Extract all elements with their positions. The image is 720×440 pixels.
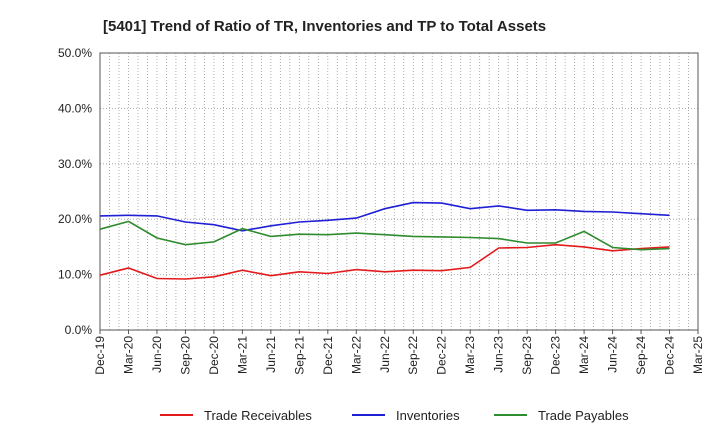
series-line-inventories — [99, 201, 670, 232]
y-tick-label: 50.0% — [58, 46, 92, 60]
x-tick-label: Dec-20 — [207, 336, 221, 375]
x-tick-label: Mar-24 — [577, 336, 591, 374]
plot-border — [99, 52, 699, 331]
x-tick-label: Dec-23 — [549, 336, 563, 375]
x-tick-label: Dec-21 — [321, 336, 335, 375]
x-tick-label: Dec-24 — [663, 336, 677, 375]
x-tick-label: Sep-21 — [292, 336, 306, 375]
x-tick-label: Dec-19 — [93, 336, 107, 375]
x-tick-label: Jun-22 — [378, 336, 392, 373]
x-tick-label: Sep-24 — [634, 336, 648, 375]
legend-label: Trade Receivables — [204, 408, 312, 423]
x-tick-label: Sep-23 — [520, 336, 534, 375]
y-tick-label: 10.0% — [58, 268, 92, 282]
x-tick-label: Jun-20 — [150, 336, 164, 373]
y-tick-label: 0.0% — [65, 323, 93, 337]
x-tick-label: Dec-22 — [435, 336, 449, 375]
y-tick-label: 20.0% — [58, 212, 92, 226]
x-tick-label: Mar-25 — [691, 336, 705, 374]
chart-title: [5401] Trend of Ratio of TR, Inventories… — [103, 18, 546, 35]
series-line-trade-payables — [99, 220, 670, 251]
x-tick-label: Mar-23 — [463, 336, 477, 374]
x-tick-label: Mar-22 — [349, 336, 363, 374]
x-axis: Dec-19 Mar-20 Jun-20 Sep-20 Dec-20 Mar-21 Jun-… — [93, 330, 705, 375]
y-tick-label: 40.0% — [58, 101, 92, 115]
y-tick-label: 30.0% — [58, 157, 92, 171]
legend: Trade Receivables Inventories Trade Payabl… — [160, 408, 629, 423]
x-tick-label: Mar-21 — [235, 336, 249, 374]
series-line-trade-receivables — [99, 243, 670, 280]
y-axis: 0.0% 10.0% 20.0% 30.0% 40.0% 50.0% — [58, 46, 92, 337]
legend-label: Inventories — [396, 408, 460, 423]
x-tick-label: Sep-20 — [178, 336, 192, 375]
legend-label: Trade Payables — [538, 408, 629, 423]
x-tick-label: Jun-23 — [492, 336, 506, 373]
x-tick-label: Jun-24 — [606, 336, 620, 373]
grid — [100, 53, 698, 330]
x-tick-label: Mar-20 — [121, 336, 135, 374]
series-group — [99, 201, 670, 280]
x-tick-label: Sep-22 — [406, 336, 420, 375]
plot-area — [99, 52, 699, 331]
x-tick-label: Jun-21 — [264, 336, 278, 373]
